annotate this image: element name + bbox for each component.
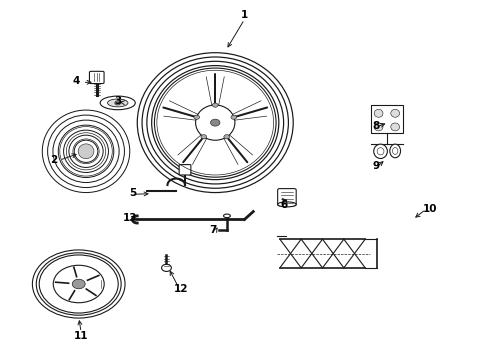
Ellipse shape (277, 202, 296, 207)
Ellipse shape (373, 123, 382, 131)
Circle shape (161, 264, 171, 271)
Ellipse shape (195, 105, 234, 140)
Bar (370, 105, 402, 134)
Circle shape (210, 119, 220, 126)
FancyBboxPatch shape (277, 189, 296, 206)
Circle shape (72, 279, 85, 289)
Ellipse shape (78, 144, 94, 159)
Ellipse shape (223, 214, 230, 218)
Text: 5: 5 (128, 188, 136, 198)
Text: 8: 8 (372, 121, 379, 131)
Circle shape (115, 101, 121, 105)
FancyBboxPatch shape (179, 165, 190, 175)
Ellipse shape (373, 109, 382, 117)
Text: 6: 6 (279, 200, 286, 210)
Text: 13: 13 (122, 213, 137, 222)
FancyBboxPatch shape (89, 71, 104, 84)
Text: 10: 10 (422, 204, 436, 214)
Ellipse shape (373, 144, 386, 158)
Text: 7: 7 (209, 225, 216, 235)
Circle shape (224, 135, 229, 139)
Text: 9: 9 (372, 161, 379, 171)
Text: 4: 4 (72, 76, 80, 86)
Ellipse shape (107, 99, 128, 107)
Circle shape (230, 115, 236, 119)
Ellipse shape (389, 144, 400, 158)
Ellipse shape (390, 123, 399, 131)
Text: 1: 1 (241, 10, 247, 20)
Ellipse shape (100, 96, 135, 110)
Circle shape (53, 265, 104, 303)
Text: 2: 2 (50, 155, 57, 165)
Circle shape (193, 115, 199, 119)
Circle shape (201, 135, 206, 139)
Ellipse shape (390, 109, 399, 117)
Text: 11: 11 (74, 331, 88, 341)
Ellipse shape (154, 68, 276, 177)
Circle shape (212, 103, 218, 107)
Text: 3: 3 (114, 96, 121, 106)
Text: 12: 12 (174, 284, 188, 294)
